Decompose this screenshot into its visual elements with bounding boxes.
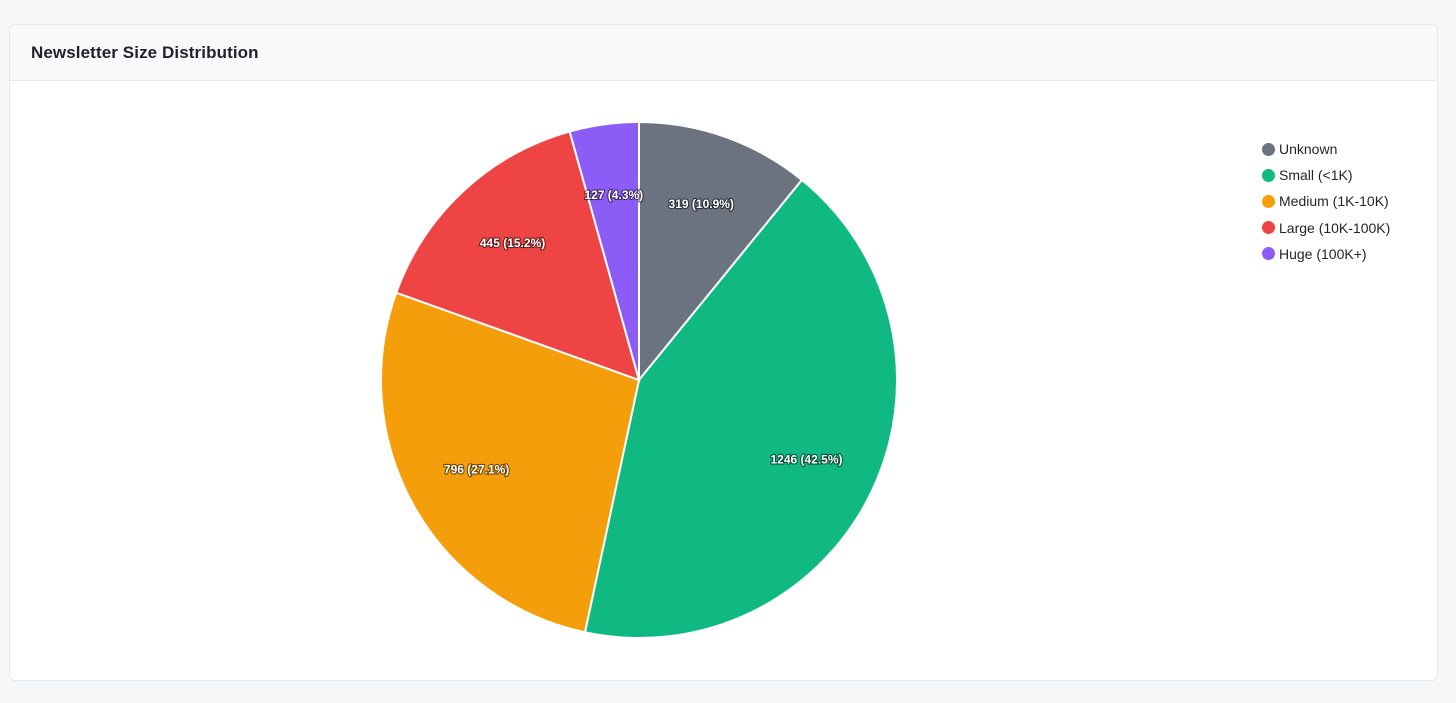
chart-area: 319 (10.9%) 1246 (42.5%) 796 (27.1%) 445 (1… <box>10 25 1437 680</box>
legend-label: Small (<1K) <box>1279 167 1353 184</box>
slice-label-unknown: 319 (10.9%) <box>669 197 734 211</box>
chart-title: Newsletter Size Distribution <box>31 42 259 62</box>
legend-item-medium-1k-10k[interactable]: Medium (1K-10K) <box>1262 188 1390 214</box>
pie-slice-unknown[interactable] <box>638 120 804 383</box>
chart-legend: Unknown Small (<1K) Medium (1K-10K) Large (… <box>1262 136 1390 267</box>
pie-slice-small-1k[interactable] <box>583 178 898 639</box>
pie-slice-medium-1k-10k[interactable] <box>380 291 641 634</box>
legend-label: Unknown <box>1279 141 1338 158</box>
pie-slice-huge-100k[interactable] <box>568 120 640 381</box>
legend-label: Medium (1K-10K) <box>1279 193 1389 210</box>
slice-label-large-10k-100k: 445 (15.2%) <box>480 236 545 250</box>
legend-item-small-1k[interactable]: Small (<1K) <box>1262 162 1390 188</box>
slice-label-huge-100k: 127 (4.3%) <box>584 188 643 202</box>
legend-item-unknown[interactable]: Unknown <box>1262 136 1390 162</box>
legend-swatch <box>1262 142 1275 156</box>
legend-item-large-10k-100k[interactable]: Large (10K-100K) <box>1262 215 1390 241</box>
slice-label-small-1k: 1246 (42.5%) <box>770 453 842 467</box>
pie-slice-large-10k-100k[interactable] <box>394 130 641 382</box>
legend-swatch <box>1262 194 1275 208</box>
legend-label: Large (10K-100K) <box>1279 219 1391 236</box>
slice-label-medium-1k-10k: 796 (27.1%) <box>444 462 509 476</box>
card-header: Newsletter Size Distribution <box>10 25 1437 81</box>
pie-chart: 319 (10.9%) 1246 (42.5%) 796 (27.1%) 445 (1… <box>380 120 898 639</box>
legend-item-huge-100k[interactable]: Huge (100K+) <box>1262 241 1390 267</box>
legend-swatch <box>1262 168 1275 182</box>
legend-swatch <box>1262 247 1275 261</box>
chart-card: Newsletter Size Distribution 319 (10.9%)… <box>9 24 1438 681</box>
legend-label: Huge (100K+) <box>1279 245 1367 262</box>
legend-swatch <box>1262 221 1275 235</box>
